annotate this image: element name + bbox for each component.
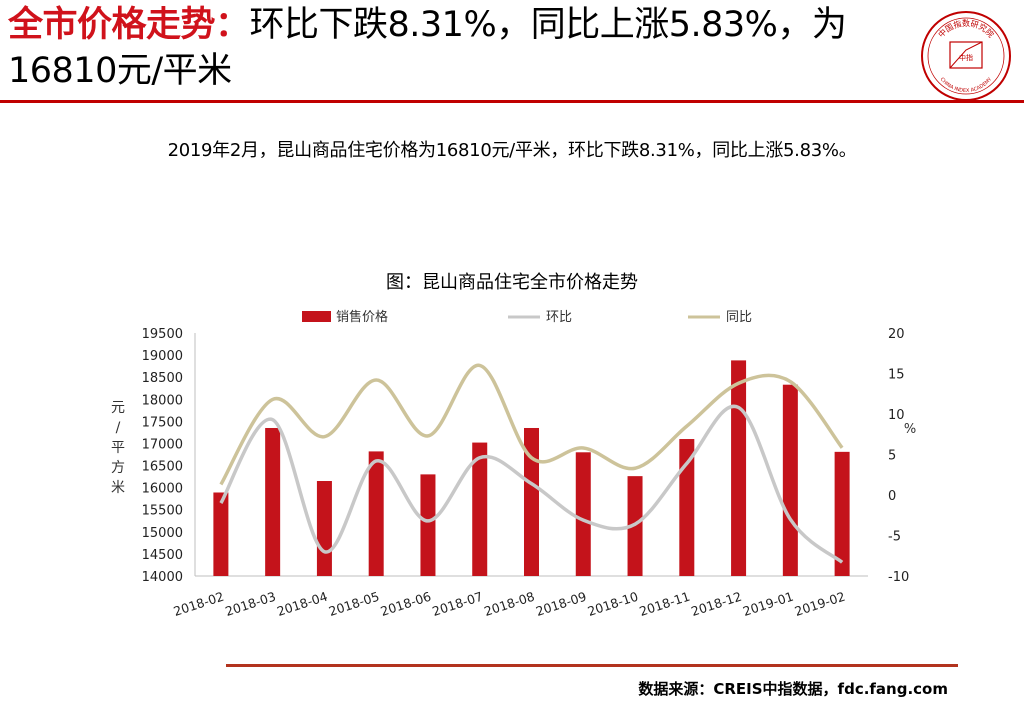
price-bar <box>834 451 850 576</box>
legend-label-yoy: 同比 <box>726 310 752 325</box>
summary-text: 2019年2月，昆山商品住宅价格为16810元/平米，环比下跌8.31%，同比上… <box>167 140 857 161</box>
left-tick-label: 18000 <box>142 393 183 408</box>
mom-line <box>219 404 844 564</box>
x-tick-label: 2018-12 <box>689 589 743 619</box>
price-bar <box>679 439 695 576</box>
title-divider <box>0 100 1024 103</box>
left-tick-label: 17000 <box>142 437 183 452</box>
price-bar <box>782 384 798 576</box>
price-bar <box>420 474 436 576</box>
left-tick-label: 16000 <box>142 482 183 497</box>
x-tick-label: 2018-02 <box>171 589 225 619</box>
left-axis-label-char: / <box>116 420 121 436</box>
x-tick-label: 2019-01 <box>741 589 795 619</box>
left-axis-label-char: 平 <box>111 440 125 456</box>
right-tick-label: 20 <box>888 327 905 342</box>
left-tick-label: 19000 <box>142 349 183 364</box>
x-tick-label: 2019-02 <box>793 589 847 619</box>
left-tick-label: 14500 <box>142 548 183 563</box>
left-axis-label-char: 米 <box>111 480 125 496</box>
price-bar <box>213 492 229 576</box>
x-tick-label: 2018-04 <box>275 589 329 619</box>
right-tick-label: -5 <box>888 530 901 545</box>
right-axis-label: % <box>904 422 916 437</box>
logo-center-text: 中指 <box>959 53 973 62</box>
logo-english-text: CHINA INDEX ACADEMY <box>939 76 994 94</box>
left-tick-label: 16500 <box>142 460 183 475</box>
x-tick-label: 2018-10 <box>586 589 640 619</box>
footer-divider <box>226 664 958 667</box>
left-axis-label-char: 方 <box>111 460 125 476</box>
left-tick-label: 15000 <box>142 526 183 541</box>
svg-text:CHINA INDEX ACADEMY: CHINA INDEX ACADEMY <box>939 76 994 94</box>
chart-title: 图：昆山商品住宅全市价格走势 <box>386 272 638 293</box>
left-tick-label: 17500 <box>142 415 183 430</box>
x-tick-label: 2018-08 <box>482 589 536 619</box>
page-title-rest: 环比下跌8.31%，同比上涨5.83%，为16810元/平米 <box>8 5 847 91</box>
right-tick-label: 0 <box>888 489 896 504</box>
x-tick-label: 2018-05 <box>327 589 381 619</box>
left-tick-label: 15500 <box>142 504 183 519</box>
price-bar <box>731 360 747 576</box>
legend-swatch-price <box>302 311 331 322</box>
left-axis-label-char: 元 <box>111 400 125 416</box>
x-tick-label: 2018-06 <box>379 589 433 619</box>
right-tick-label: -10 <box>888 570 909 585</box>
x-tick-label: 2018-11 <box>637 589 691 619</box>
left-tick-label: 19500 <box>142 327 183 342</box>
logo-arc-text: 中国指数研究院 <box>936 18 996 39</box>
price-bar <box>472 442 488 576</box>
legend-label-mom: 环比 <box>546 310 572 325</box>
x-tick-label: 2018-09 <box>534 589 588 619</box>
right-tick-label: 10 <box>888 408 905 423</box>
yoy-line <box>219 363 844 486</box>
price-bar <box>524 427 539 576</box>
x-tick-label: 2018-03 <box>223 589 277 619</box>
price-trend-chart: 销售价格 环比 同比 14000 14500 15000 15500 16000 16500 17… <box>111 309 916 619</box>
price-bar <box>316 481 332 576</box>
x-tick-label: 2018-07 <box>430 589 484 619</box>
price-bar <box>368 451 384 576</box>
left-tick-label: 14000 <box>142 570 183 585</box>
right-tick-label: 5 <box>888 449 896 464</box>
page-title: 全市价格走势：环比下跌8.31%，同比上涨5.83%，为16810元/平米 <box>8 2 888 94</box>
china-index-academy-logo: 中国指数研究院 CHINA INDEX ACADEMY 中指 <box>921 11 1011 101</box>
legend-label-price: 销售价格 <box>336 309 388 325</box>
price-bar <box>265 427 281 576</box>
page-title-highlight: 全市价格走势： <box>8 5 250 45</box>
svg-text:中国指数研究院: 中国指数研究院 <box>936 18 996 39</box>
price-bar <box>575 452 591 576</box>
data-source: 数据来源：CREIS中指数据，fdc.fang.com <box>638 680 948 698</box>
left-tick-label: 18500 <box>142 371 183 386</box>
right-tick-label: 15 <box>888 368 905 383</box>
